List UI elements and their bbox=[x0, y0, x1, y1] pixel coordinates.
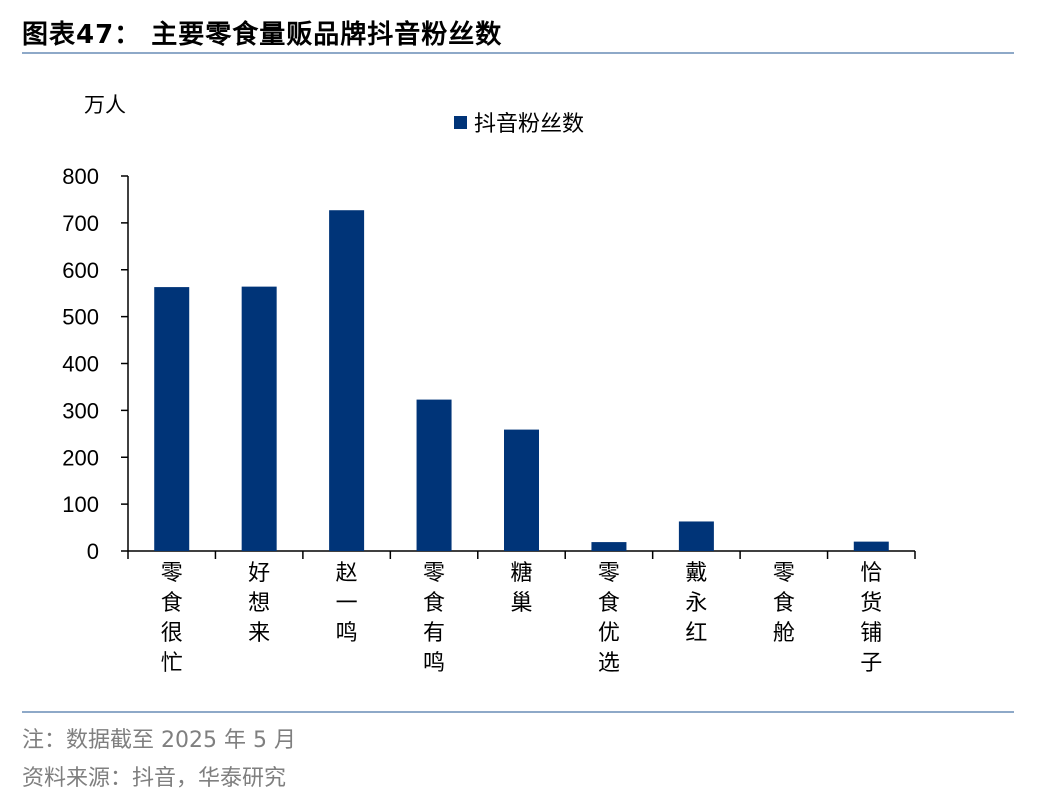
bar bbox=[329, 210, 365, 551]
x-category-label: 恰货铺子 bbox=[860, 561, 882, 676]
bar bbox=[591, 542, 627, 551]
y-tick-label: 0 bbox=[87, 539, 99, 564]
x-category-label: 赵一鸣 bbox=[336, 561, 358, 646]
y-tick-label: 600 bbox=[62, 258, 99, 283]
x-category-label: 戴永红 bbox=[685, 561, 707, 646]
data-note: 注：数据截至 2025 年 5 月 bbox=[22, 728, 296, 753]
y-tick-label: 200 bbox=[62, 445, 99, 470]
source-note: 资料来源：抖音，华泰研究 bbox=[22, 766, 287, 791]
x-category-label: 零食有鸣 bbox=[423, 561, 445, 676]
bar bbox=[853, 541, 889, 551]
x-category-label: 零食优选 bbox=[598, 561, 620, 676]
legend-label: 抖音粉丝数 bbox=[474, 112, 584, 137]
x-category-label: 零食舱 bbox=[773, 561, 795, 646]
bar bbox=[241, 286, 277, 551]
footnote-divider bbox=[22, 711, 1014, 713]
legend-swatch bbox=[454, 116, 467, 129]
x-category-label: 零食很忙 bbox=[161, 561, 183, 676]
y-unit-label: 万人 bbox=[84, 93, 126, 117]
y-tick-label: 500 bbox=[62, 305, 99, 330]
bar bbox=[154, 287, 190, 551]
title-divider bbox=[22, 52, 1014, 54]
chart-title: 图表47： 主要零食量贩品牌抖音粉丝数 bbox=[22, 20, 503, 50]
y-tick-label: 700 bbox=[62, 211, 99, 236]
x-category-label: 糖巢 bbox=[510, 561, 532, 616]
y-tick-label: 400 bbox=[62, 352, 99, 377]
x-category-label: 好想来 bbox=[248, 561, 270, 646]
bar bbox=[678, 521, 714, 551]
bar bbox=[504, 429, 539, 551]
y-tick-label: 100 bbox=[62, 492, 99, 517]
y-tick-label: 800 bbox=[62, 164, 99, 189]
y-tick-label: 300 bbox=[62, 398, 99, 423]
bar bbox=[416, 399, 452, 551]
